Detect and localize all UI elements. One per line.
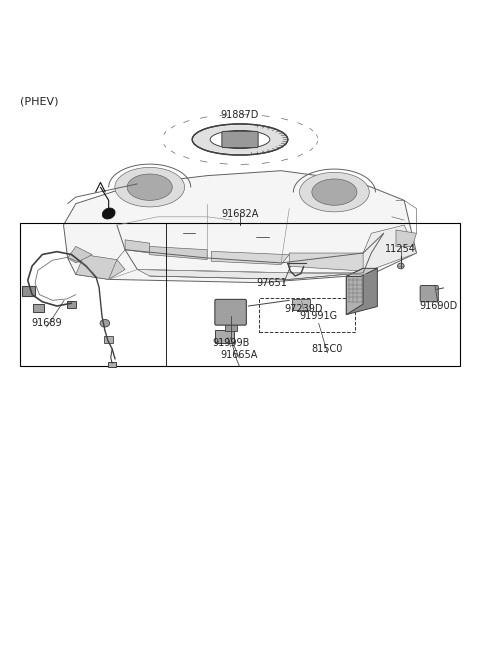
Polygon shape [76, 255, 125, 279]
Bar [225, 322, 237, 331]
Bar [259, 298, 355, 332]
Polygon shape [347, 268, 377, 276]
Polygon shape [363, 225, 417, 273]
FancyBboxPatch shape [222, 131, 258, 148]
Text: 97239D: 97239D [285, 304, 323, 314]
Text: 91665A: 91665A [221, 350, 258, 359]
Text: 91682A: 91682A [221, 209, 259, 219]
Text: 97651: 97651 [256, 278, 287, 288]
Polygon shape [312, 179, 357, 205]
Polygon shape [127, 174, 172, 200]
Ellipse shape [210, 131, 270, 148]
Text: 815C0: 815C0 [312, 344, 343, 354]
Text: 91991G: 91991G [300, 311, 338, 321]
Ellipse shape [397, 263, 404, 269]
Bar [33, 304, 44, 312]
Polygon shape [63, 171, 417, 283]
Polygon shape [125, 240, 150, 253]
Ellipse shape [100, 319, 109, 327]
FancyBboxPatch shape [215, 299, 246, 325]
Polygon shape [300, 173, 369, 212]
Polygon shape [150, 247, 207, 260]
Text: 91999B: 91999B [212, 338, 249, 348]
Bar [21, 223, 459, 366]
Polygon shape [68, 247, 92, 263]
FancyBboxPatch shape [420, 285, 438, 302]
Polygon shape [289, 253, 372, 271]
Polygon shape [211, 251, 289, 264]
FancyBboxPatch shape [218, 129, 262, 150]
Polygon shape [396, 230, 417, 247]
Text: 91689: 91689 [31, 318, 62, 328]
Ellipse shape [102, 208, 115, 219]
Bar [292, 299, 310, 310]
Text: 11254: 11254 [385, 244, 416, 254]
Bar [215, 330, 234, 343]
Text: (PHEV): (PHEV) [21, 96, 59, 106]
Bar [104, 336, 113, 343]
Polygon shape [347, 268, 363, 315]
Polygon shape [347, 268, 377, 315]
Bar [108, 362, 116, 367]
Polygon shape [115, 167, 185, 207]
Bar [22, 285, 36, 296]
Bar [67, 301, 76, 308]
Polygon shape [137, 270, 363, 279]
Ellipse shape [193, 125, 287, 154]
Text: 91887D: 91887D [221, 110, 259, 119]
Text: 91690D: 91690D [420, 301, 458, 311]
